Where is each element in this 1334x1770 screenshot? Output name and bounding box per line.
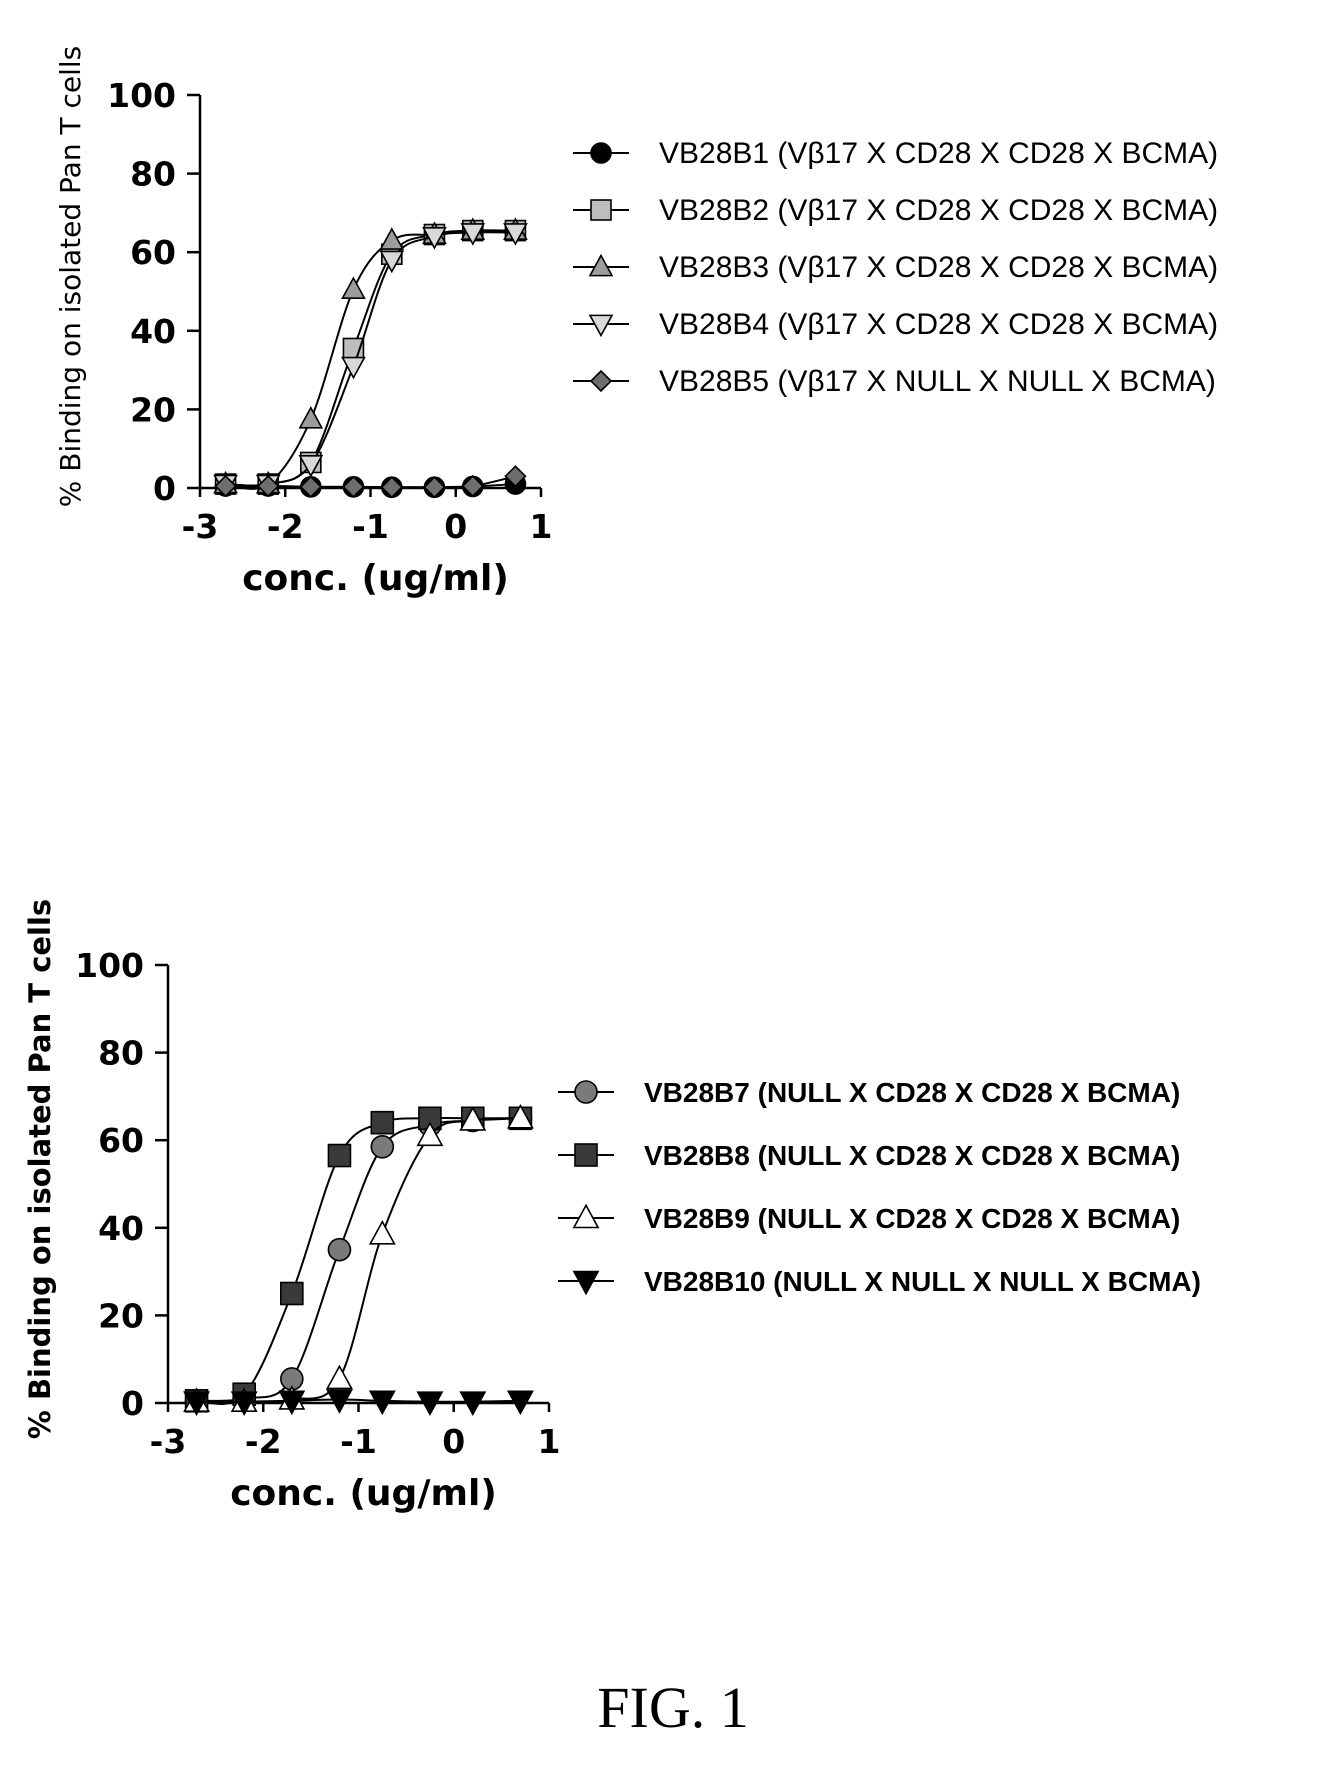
figure-caption: FIG. 1 bbox=[597, 1675, 748, 1740]
legend-label: VB28B7 (NULL X CD28 X CD28 X BCMA) bbox=[644, 1077, 1180, 1108]
y-tick-label: 0 bbox=[121, 1384, 144, 1423]
x-tick-label: 0 bbox=[442, 1422, 465, 1461]
y-tick-label: 40 bbox=[98, 1209, 144, 1248]
legend-marker bbox=[589, 369, 613, 393]
data-point bbox=[327, 1143, 352, 1168]
legend-marker bbox=[574, 1143, 598, 1167]
series-line bbox=[196, 1117, 521, 1402]
legend-label: VB28B8 (NULL X CD28 X CD28 X BCMA) bbox=[644, 1140, 1180, 1171]
y-tick-label: 100 bbox=[75, 946, 144, 985]
legend-marker bbox=[588, 253, 614, 277]
y-tick-label: 0 bbox=[153, 469, 176, 508]
data-point bbox=[423, 476, 446, 499]
data-point bbox=[326, 1389, 353, 1414]
data-point bbox=[298, 406, 324, 429]
y-tick-label: 20 bbox=[130, 390, 176, 429]
data-point bbox=[342, 475, 365, 498]
x-tick-label: -1 bbox=[340, 1422, 377, 1461]
data-point bbox=[280, 1281, 304, 1306]
data-point bbox=[230, 1391, 258, 1417]
data-point bbox=[506, 1390, 534, 1416]
data-point bbox=[368, 1220, 396, 1245]
legend-marker bbox=[590, 142, 612, 164]
y-tick-label: 40 bbox=[130, 312, 176, 351]
legend-label: VB28B2 (Vβ17 X CD28 X CD28 X BCMA) bbox=[659, 194, 1218, 227]
data-point bbox=[379, 250, 405, 274]
x-axis-title: conc. (ug/ml) bbox=[230, 1473, 497, 1514]
data-point bbox=[370, 1110, 395, 1135]
y-tick-label: 80 bbox=[98, 1034, 144, 1073]
series-line bbox=[196, 1116, 521, 1405]
data-point bbox=[278, 1390, 306, 1416]
series-line bbox=[225, 229, 516, 490]
data-point bbox=[341, 356, 366, 380]
legend-label: VB28B3 (Vβ17 X CD28 X CD28 X BCMA) bbox=[659, 251, 1218, 284]
x-tick-label: 0 bbox=[444, 507, 467, 546]
data-point bbox=[341, 276, 366, 299]
data-point bbox=[368, 1390, 396, 1416]
legend-label: VB28B4 (Vβ17 X CD28 X CD28 X BCMA) bbox=[659, 308, 1218, 341]
x-tick-label: 1 bbox=[538, 1422, 561, 1461]
legend-marker bbox=[574, 1080, 598, 1104]
data-point bbox=[370, 1134, 395, 1159]
y-tick-label: 60 bbox=[130, 233, 176, 272]
data-point bbox=[504, 465, 527, 488]
data-point bbox=[299, 475, 322, 498]
y-tick-label: 80 bbox=[130, 155, 176, 194]
data-point bbox=[461, 474, 484, 498]
data-point bbox=[503, 223, 528, 246]
data-point bbox=[326, 1364, 353, 1390]
legend-label: VB28B1 (Vβ17 X CD28 X CD28 X BCMA) bbox=[659, 137, 1218, 170]
data-point bbox=[422, 227, 447, 250]
y-axis-title: % Binding on isolated Pan T cells bbox=[23, 899, 57, 1439]
data-point bbox=[214, 474, 237, 498]
x-tick-label: -2 bbox=[267, 507, 304, 546]
series-line bbox=[196, 1117, 521, 1403]
x-tick-label: -1 bbox=[352, 507, 389, 546]
data-point bbox=[459, 1391, 487, 1417]
series-line bbox=[225, 229, 516, 487]
data-point bbox=[257, 474, 280, 498]
data-point bbox=[183, 1391, 211, 1417]
data-point bbox=[327, 1237, 352, 1262]
data-point bbox=[506, 1103, 534, 1129]
y-tick-label: 60 bbox=[98, 1121, 144, 1160]
y-axis-title: % Binding on isolated Pan T cells bbox=[54, 46, 87, 508]
legend-label: VB28B9 (NULL X CD28 X CD28 X BCMA) bbox=[644, 1203, 1180, 1234]
data-point bbox=[380, 476, 403, 499]
legend-label: VB28B5 (Vβ17 X NULL X NULL X BCMA) bbox=[659, 365, 1216, 398]
legend-marker bbox=[590, 199, 612, 221]
legend-label: VB28B10 (NULL X NULL X NULL X BCMA) bbox=[644, 1266, 1201, 1297]
data-point bbox=[459, 1106, 487, 1131]
x-axis-title: conc. (ug/ml) bbox=[242, 558, 509, 599]
data-point bbox=[416, 1391, 444, 1417]
series-line bbox=[225, 231, 516, 487]
x-tick-label: -3 bbox=[150, 1422, 187, 1461]
legend-marker bbox=[588, 314, 614, 338]
x-tick-label: -2 bbox=[245, 1422, 282, 1461]
data-point bbox=[416, 1121, 444, 1147]
data-point bbox=[298, 454, 324, 478]
x-tick-label: -3 bbox=[182, 507, 219, 546]
y-tick-label: 100 bbox=[107, 76, 176, 115]
legend-marker bbox=[572, 1203, 600, 1229]
data-point bbox=[460, 223, 486, 246]
y-tick-label: 20 bbox=[98, 1296, 144, 1335]
x-tick-label: 1 bbox=[530, 507, 553, 546]
data-point bbox=[379, 227, 405, 250]
legend-marker bbox=[572, 1270, 600, 1296]
